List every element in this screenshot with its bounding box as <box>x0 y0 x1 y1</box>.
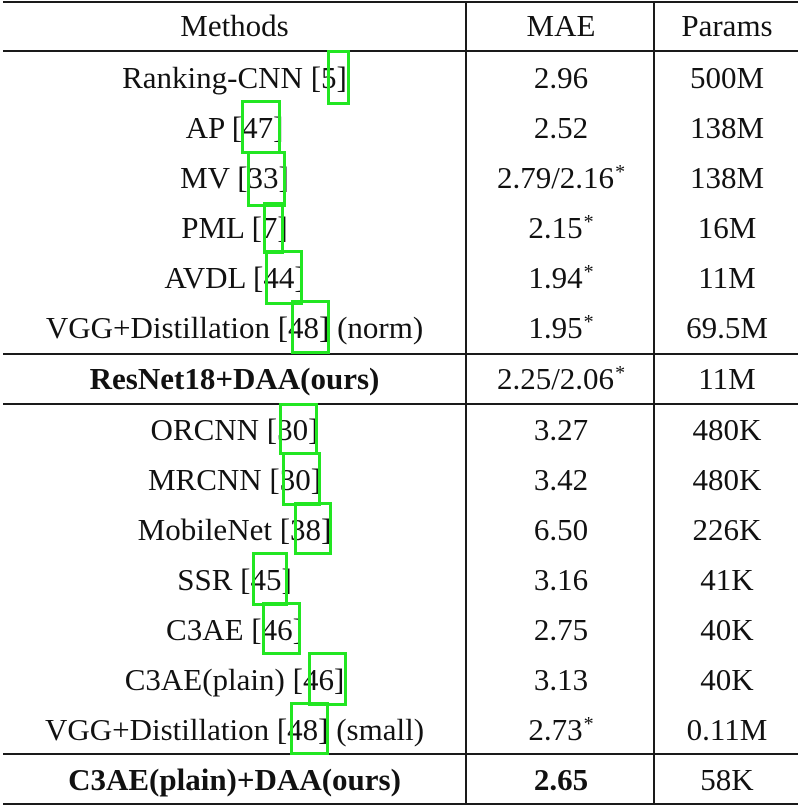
table-row-method: PML [7] <box>181 210 288 245</box>
mae-value: 6.50 <box>533 512 589 547</box>
table-row-method: AVDL [44] <box>164 260 305 295</box>
table-row-mae: 2.15* <box>468 203 654 253</box>
table-row-method: MRCNN [30] <box>147 462 322 497</box>
table-row-params: 40K <box>700 612 754 647</box>
table-row-mae: 2.75 <box>468 605 654 655</box>
table-row-mae: 3.16 <box>468 555 654 605</box>
table-row-params: 11M <box>698 361 756 396</box>
table-row-mae: 3.42 <box>468 455 654 505</box>
table-row-mae: 2.25/2.06* <box>468 354 654 404</box>
mae-value: 2.96 <box>533 60 589 95</box>
mae-value: 3.27 <box>533 412 589 447</box>
table-row-mae: 3.27 <box>468 405 654 455</box>
table-row-params: 0.11M <box>686 712 768 747</box>
mae-value: 1.95 <box>528 310 583 345</box>
table-row-params: 69.5M <box>686 310 768 345</box>
header-mae: MAE <box>526 8 596 43</box>
table-row-params: 480K <box>692 412 762 447</box>
table-row-params: 41K <box>700 562 754 597</box>
table-row-mae: 1.95* <box>468 303 654 353</box>
table-row-mae: 2.73* <box>468 705 654 755</box>
header-methods: Methods <box>180 8 289 43</box>
table-row-params: 40K <box>700 662 754 697</box>
table-row-params: 138M <box>689 160 765 195</box>
header-params: Params <box>681 8 773 43</box>
table-row-method: ResNet18+DAA(ours) <box>89 361 380 396</box>
table-row-method: SSR [45] <box>177 562 292 597</box>
mae-value: 2.52 <box>533 110 589 145</box>
table-row-method: C3AE(plain) [46] <box>124 662 345 697</box>
asterisk-marker: * <box>583 713 594 735</box>
column-divider-1 <box>465 1 467 805</box>
table-row-method: MV [33] <box>180 160 289 195</box>
table-row-mae: 2.79/2.16* <box>468 153 654 203</box>
mae-value: 2.15 <box>528 210 583 245</box>
asterisk-marker: * <box>583 211 594 233</box>
table-row-method: C3AE [46] <box>166 612 303 647</box>
table-row-params: 226K <box>692 512 762 547</box>
header-rule <box>3 50 798 52</box>
mae-value: 3.42 <box>533 462 589 497</box>
mae-value: 2.79/2.16 <box>496 160 615 195</box>
table-row-mae: 2.65 <box>468 755 654 805</box>
table-row-method: VGG+Distillation [48] (small) <box>44 712 425 747</box>
table-row-method: ORCNN [30] <box>150 412 319 447</box>
mae-value: 2.65 <box>533 762 589 797</box>
table-row-params: 480K <box>692 462 762 497</box>
mae-value: 2.75 <box>533 612 589 647</box>
table-row-method: VGG+Distillation [48] (norm) <box>45 310 424 345</box>
asterisk-marker: * <box>615 161 626 183</box>
table-row-method: Ranking-CNN [5] <box>122 60 347 95</box>
bottom-rule <box>3 803 798 805</box>
mae-value: 3.16 <box>533 562 589 597</box>
asterisk-marker: * <box>583 261 594 283</box>
table-row-mae: 1.94* <box>468 253 654 303</box>
table-row-params: 500M <box>689 60 765 95</box>
section-rule-3 <box>3 753 798 755</box>
table-row-params: 138M <box>689 110 765 145</box>
mae-value: 2.73 <box>528 712 583 747</box>
table-row-method: AP [47] <box>185 110 284 145</box>
table-row-mae: 2.96 <box>468 53 654 103</box>
table-row-mae: 6.50 <box>468 505 654 555</box>
table-row-mae: 2.52 <box>468 103 654 153</box>
table-row-mae: 3.13 <box>468 655 654 705</box>
table-row-method: C3AE(plain)+DAA(ours) <box>68 762 401 797</box>
table-row-method: MobileNet [38] <box>137 512 332 547</box>
asterisk-marker: * <box>615 362 626 384</box>
asterisk-marker: * <box>583 311 594 333</box>
top-rule <box>3 1 798 3</box>
mae-value: 1.94 <box>528 260 583 295</box>
section-rule-1 <box>3 353 798 355</box>
table-row-params: 16M <box>697 210 757 245</box>
table-row-params: 58K <box>700 762 754 797</box>
column-divider-2 <box>653 1 655 805</box>
table-row-params: 11M <box>698 260 756 295</box>
section-rule-2 <box>3 403 798 405</box>
mae-value: 2.25/2.06 <box>496 361 615 396</box>
mae-value: 3.13 <box>533 662 589 697</box>
